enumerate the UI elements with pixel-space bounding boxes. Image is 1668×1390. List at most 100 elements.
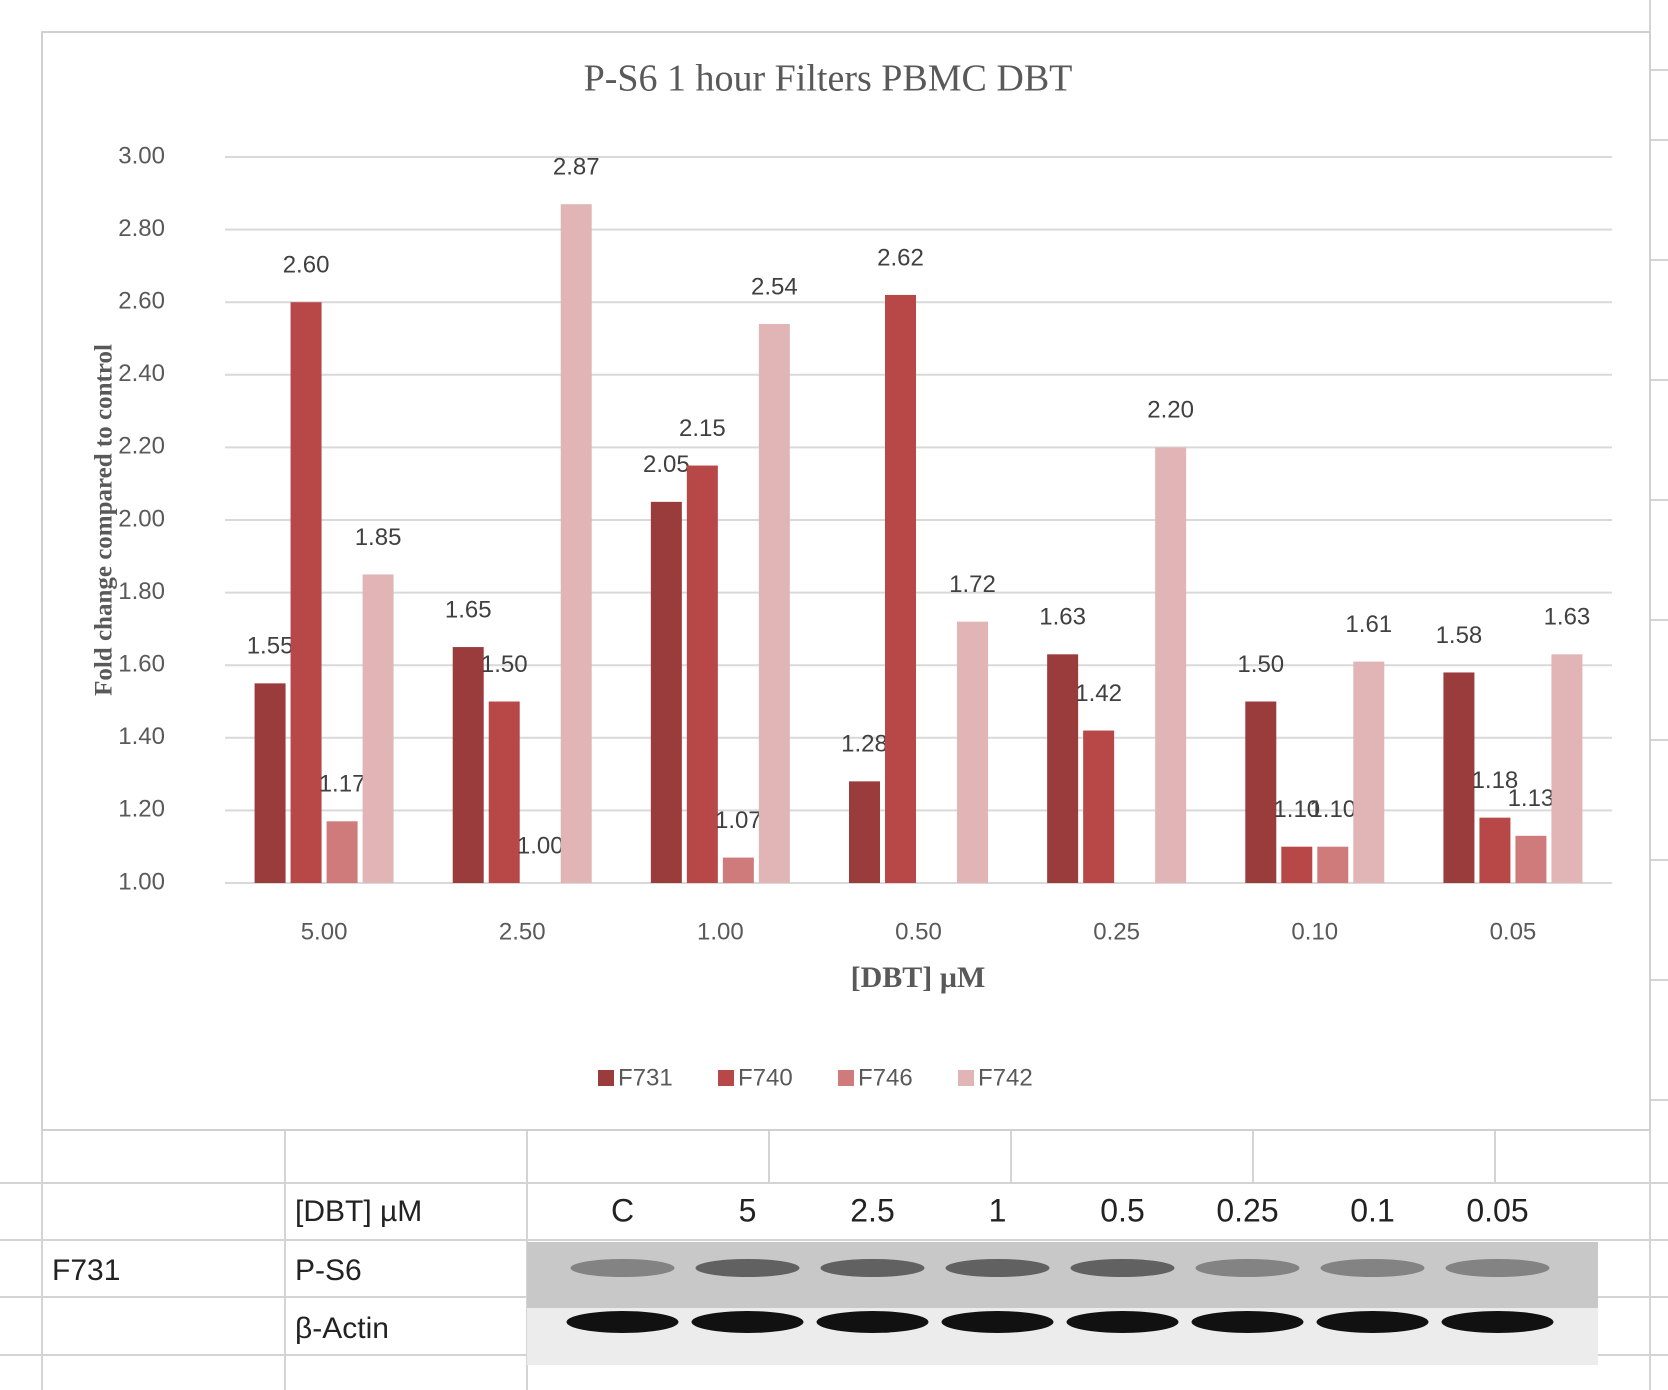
- bar: [849, 781, 880, 883]
- data-label: 1.63: [1544, 604, 1591, 631]
- bar: [489, 702, 520, 884]
- band: [817, 1311, 929, 1333]
- legend-swatch: [838, 1070, 854, 1086]
- legend-label: F740: [738, 1064, 793, 1091]
- band: [1196, 1259, 1300, 1277]
- lane-label: C: [611, 1192, 634, 1228]
- bar: [1281, 847, 1312, 883]
- band: [1442, 1311, 1554, 1333]
- lane-label: 2.5: [850, 1192, 894, 1228]
- data-label: 1.17: [319, 771, 366, 798]
- bar: [723, 858, 754, 883]
- lane-label: 0.25: [1216, 1192, 1278, 1228]
- lane-label: 0.1: [1350, 1192, 1394, 1228]
- data-label: 1.65: [445, 596, 492, 623]
- y-axis-label: Fold change compared to control: [91, 344, 118, 696]
- y-tick-label: 2.20: [118, 433, 165, 460]
- data-label: 2.87: [553, 154, 600, 181]
- bar: [759, 324, 790, 883]
- bar: [687, 466, 718, 883]
- bar: [453, 647, 484, 883]
- data-label: 1.55: [247, 633, 294, 660]
- data-label: 1.50: [1237, 651, 1284, 678]
- bar: [1245, 702, 1276, 884]
- y-tick-label: 1.40: [118, 723, 165, 750]
- bar: [1047, 654, 1078, 883]
- page: P-S6 1 hour Filters PBMC DBT Fold change…: [0, 0, 1668, 1390]
- band: [1192, 1311, 1304, 1333]
- y-tick-label: 1.80: [118, 578, 165, 605]
- data-label: 1.42: [1075, 680, 1122, 707]
- y-tick-label: 1.00: [118, 868, 165, 895]
- data-label: 1.07: [715, 807, 762, 834]
- band: [946, 1259, 1050, 1277]
- data-label: 2.15: [679, 415, 726, 442]
- data-label: 2.05: [643, 451, 690, 478]
- data-label: 2.54: [751, 273, 798, 300]
- bar: [1443, 672, 1474, 883]
- bar: [255, 683, 286, 883]
- band: [942, 1311, 1054, 1333]
- band: [1071, 1259, 1175, 1277]
- y-tick-label: 2.00: [118, 505, 165, 532]
- data-label: 1.61: [1345, 611, 1392, 638]
- bar: [291, 302, 322, 883]
- data-label: 2.62: [877, 244, 924, 271]
- bar: [1155, 447, 1186, 883]
- chart-area: [42, 32, 1650, 1130]
- data-label: 1.10: [1309, 796, 1356, 823]
- bar: [561, 204, 592, 883]
- band: [821, 1259, 925, 1277]
- blot-image: [527, 1308, 1598, 1365]
- row-label: P-S6: [295, 1254, 362, 1287]
- bar: [363, 574, 394, 883]
- legend-swatch: [598, 1070, 614, 1086]
- band: [692, 1311, 804, 1333]
- data-label: 1.28: [841, 731, 888, 758]
- legend-label: F742: [978, 1064, 1033, 1091]
- blot-image: [527, 1242, 1598, 1308]
- x-tick-label: 0.10: [1291, 918, 1338, 945]
- data-label: 1.00: [517, 832, 564, 859]
- legend-swatch: [958, 1070, 974, 1086]
- band: [1317, 1311, 1429, 1333]
- y-tick-label: 1.60: [118, 651, 165, 678]
- row-label: β-Actin: [295, 1312, 389, 1345]
- data-label: 1.13: [1508, 785, 1555, 812]
- bar: [957, 622, 988, 883]
- x-tick-label: 1.00: [697, 918, 744, 945]
- lane-label: 1: [989, 1192, 1007, 1228]
- y-tick-label: 3.00: [118, 142, 165, 169]
- legend-label: F746: [858, 1064, 913, 1091]
- band: [1067, 1311, 1179, 1333]
- band: [571, 1259, 675, 1277]
- bar: [1551, 654, 1582, 883]
- bar: [1479, 818, 1510, 883]
- bar: [1353, 662, 1384, 883]
- lane-label: 0.5: [1100, 1192, 1144, 1228]
- x-tick-label: 0.50: [895, 918, 942, 945]
- band: [1321, 1259, 1425, 1277]
- bar: [1083, 731, 1114, 883]
- data-label: 1.50: [481, 651, 528, 678]
- y-tick-label: 2.60: [118, 288, 165, 315]
- x-tick-label: 2.50: [499, 918, 546, 945]
- sample-label: F731: [52, 1254, 120, 1287]
- chart-title: P-S6 1 hour Filters PBMC DBT: [584, 58, 1073, 100]
- data-label: 2.60: [283, 252, 330, 279]
- data-label: 1.72: [949, 571, 996, 598]
- lane-label: 5: [739, 1192, 757, 1228]
- band: [696, 1259, 800, 1277]
- bar: [1317, 847, 1348, 883]
- band: [1446, 1259, 1550, 1277]
- bar: [1515, 836, 1546, 883]
- legend-label: F731: [618, 1064, 673, 1091]
- band: [567, 1311, 679, 1333]
- x-axis-label: [DBT] µM: [851, 961, 986, 994]
- legend-swatch: [718, 1070, 734, 1086]
- x-tick-label: 5.00: [301, 918, 348, 945]
- y-tick-label: 2.80: [118, 215, 165, 242]
- x-tick-label: 0.05: [1490, 918, 1537, 945]
- bar: [327, 821, 358, 883]
